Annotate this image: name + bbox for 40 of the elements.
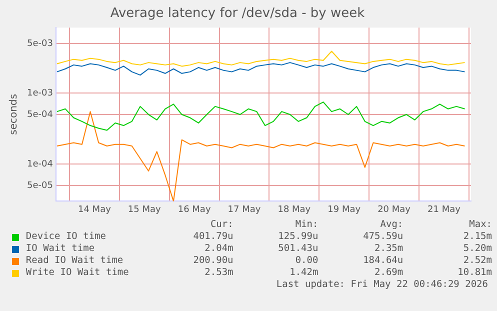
text: 475.59u bbox=[362, 231, 404, 243]
y-tick-label: 1e-04 bbox=[26, 159, 54, 170]
y-tick-label: 5e-04 bbox=[26, 110, 54, 120]
text: Avg: bbox=[379, 219, 404, 231]
text: 200.90u bbox=[192, 255, 234, 267]
x-tick-label: 21 May bbox=[427, 204, 462, 215]
text: 401.79u bbox=[192, 231, 234, 243]
text: Last update: Fri May 22 00:46:29 2026 bbox=[275, 279, 489, 291]
text: Min: bbox=[294, 219, 318, 231]
text: 2.15m bbox=[462, 231, 492, 243]
text: 2.69m bbox=[374, 267, 404, 279]
x-tick-label: 16 May bbox=[178, 204, 212, 215]
text: Max: bbox=[468, 219, 492, 231]
x-tick-label: 18 May bbox=[278, 204, 312, 215]
text: 2.52m bbox=[462, 255, 492, 267]
legend-label: Device IO time bbox=[26, 231, 107, 243]
legend-label: IO Wait time bbox=[26, 243, 96, 255]
text: Cur: bbox=[209, 219, 234, 231]
text: 501.43u bbox=[277, 243, 318, 255]
chart-title: Average latency for /dev/sda - by week bbox=[110, 6, 366, 22]
text: 0.00 bbox=[294, 255, 318, 267]
x-tick-label: 15 May bbox=[128, 204, 162, 215]
y-tick-label: 1e-03 bbox=[26, 88, 53, 99]
x-tick-label: 17 May bbox=[228, 204, 262, 215]
legend-label: Read IO Wait time bbox=[26, 255, 124, 267]
text: 184.64u bbox=[362, 255, 404, 267]
x-tick-label: 19 May bbox=[328, 204, 362, 215]
text: 10.81m bbox=[456, 267, 492, 279]
x-tick-label: 14 May bbox=[78, 204, 112, 215]
legend-label: Write IO Wait time bbox=[26, 267, 130, 279]
y-tick-label: 5e-03 bbox=[26, 38, 53, 49]
y-axis-title: seconds bbox=[8, 94, 20, 135]
text: 125.99u bbox=[277, 231, 318, 243]
text: 2.04m bbox=[204, 243, 234, 255]
text: 2.53m bbox=[204, 267, 234, 279]
text: 5.20m bbox=[462, 243, 492, 255]
text: 2.35m bbox=[374, 243, 404, 255]
text: 1.42m bbox=[288, 267, 318, 279]
x-tick-label: 20 May bbox=[378, 204, 412, 215]
y-tick-label: 5e-05 bbox=[26, 180, 53, 191]
